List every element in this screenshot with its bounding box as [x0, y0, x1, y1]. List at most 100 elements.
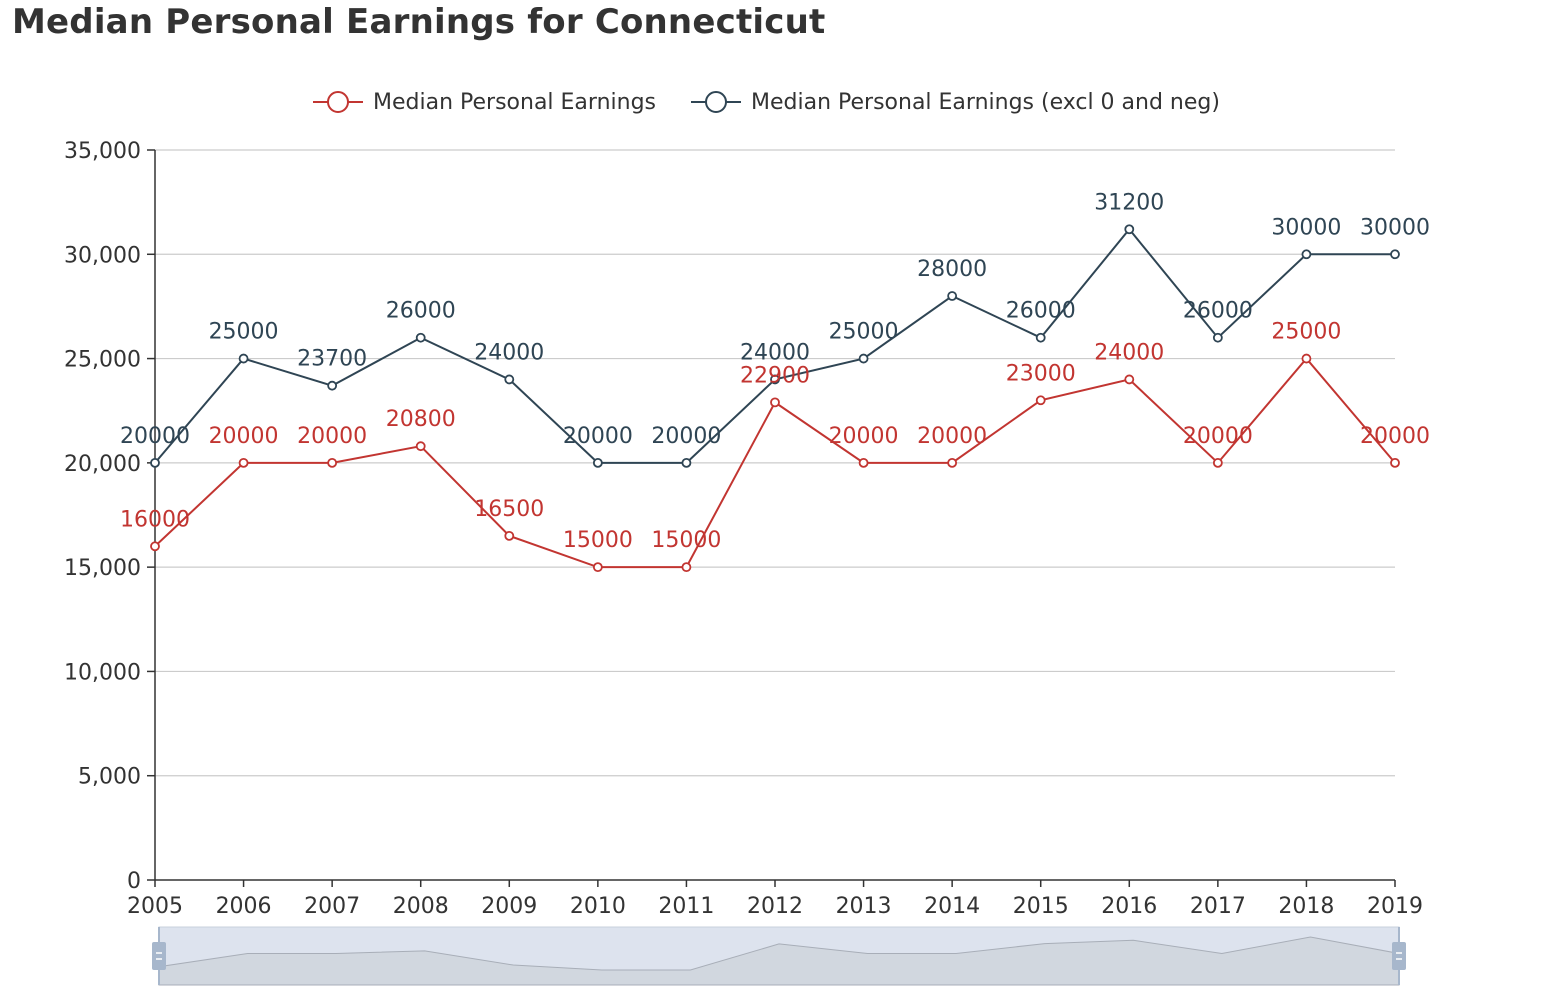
- x-tick-label: 2019: [1367, 894, 1423, 919]
- data-label: 23000: [1006, 361, 1076, 386]
- data-point[interactable]: [415, 332, 426, 343]
- data-label: 20000: [651, 424, 721, 449]
- data-label: 26000: [1006, 299, 1076, 324]
- y-tick-label: 5,000: [78, 765, 141, 790]
- y-tick-label: 15,000: [64, 556, 141, 581]
- data-label: 20000: [1183, 424, 1253, 449]
- data-label: 20000: [209, 424, 279, 449]
- x-tick-label: 2012: [747, 894, 803, 919]
- data-point[interactable]: [415, 441, 426, 452]
- data-point[interactable]: [504, 530, 515, 541]
- data-point[interactable]: [1390, 249, 1400, 260]
- data-label: 20000: [829, 424, 899, 449]
- data-label: 24000: [474, 340, 544, 365]
- legend-item-1[interactable]: Median Personal Earnings: [313, 90, 656, 115]
- x-tick-label: 2010: [570, 894, 626, 919]
- series-layer: [150, 224, 1400, 573]
- data-label: 24000: [740, 340, 810, 365]
- zoom-left-handle[interactable]: [152, 942, 166, 970]
- x-tick-label: 2009: [481, 894, 537, 919]
- x-tick-label: 2017: [1190, 894, 1246, 919]
- data-label: 28000: [917, 257, 987, 282]
- data-point[interactable]: [1035, 395, 1046, 406]
- y-axis: 0 5,000 10,000 15,000 20,000 25,000 30,000 35,0…: [64, 139, 156, 894]
- data-label: 25000: [829, 320, 899, 345]
- x-tick-label: 2018: [1278, 894, 1334, 919]
- data-point[interactable]: [947, 457, 958, 468]
- legend-item-2[interactable]: Median Personal Earnings (excl 0 and neg…: [691, 90, 1220, 115]
- data-label: 31200: [1094, 190, 1164, 215]
- data-label: 22900: [740, 363, 810, 388]
- x-tick-label: 2006: [216, 894, 272, 919]
- data-label: 16500: [474, 497, 544, 522]
- data-label: 25000: [1271, 320, 1341, 345]
- page-title: Median Personal Earnings for Connecticut: [12, 2, 826, 42]
- y-tick-label: 30,000: [64, 243, 141, 268]
- data-point[interactable]: [681, 457, 692, 468]
- data-point[interactable]: [1212, 332, 1223, 343]
- x-axis: 2005 2006 2007 2008 2009 2010 2011 2012 2013 2014…: [127, 879, 1423, 919]
- data-point[interactable]: [592, 562, 603, 573]
- data-label: 26000: [386, 299, 456, 324]
- data-point[interactable]: [592, 457, 603, 468]
- y-tick-label: 20,000: [64, 452, 141, 477]
- x-tick-label: 2008: [393, 894, 449, 919]
- x-tick-label: 2015: [1013, 894, 1069, 919]
- data-point[interactable]: [770, 374, 780, 385]
- data-label: 20000: [563, 424, 633, 449]
- data-point[interactable]: [1035, 332, 1046, 343]
- y-tick-label: 10,000: [64, 660, 141, 685]
- data-label: 26000: [1183, 299, 1253, 324]
- data-point[interactable]: [327, 457, 338, 468]
- data-point[interactable]: [1301, 353, 1312, 364]
- data-point[interactable]: [327, 380, 338, 391]
- data-label: 30000: [1360, 215, 1430, 240]
- data-label: 23700: [297, 347, 367, 372]
- data-point[interactable]: [1390, 457, 1400, 468]
- x-tick-label: 2007: [304, 894, 360, 919]
- data-point[interactable]: [858, 457, 869, 468]
- data-point[interactable]: [681, 562, 692, 573]
- data-zoom-slider[interactable]: [152, 926, 1406, 986]
- legend: Median Personal Earnings Median Personal …: [313, 90, 1220, 115]
- data-label: 30000: [1271, 215, 1341, 240]
- legend-symbol: [705, 91, 727, 113]
- handle-grip: [1392, 942, 1406, 970]
- grid-lines: [155, 149, 1395, 777]
- data-point[interactable]: [1124, 224, 1135, 235]
- data-point[interactable]: [947, 291, 958, 301]
- y-tick-label: 0: [127, 869, 141, 894]
- x-tick-label: 2016: [1101, 894, 1157, 919]
- legend-label: Median Personal Earnings: [373, 90, 656, 115]
- y-tick-label: 35,000: [64, 139, 141, 164]
- data-label: 15000: [563, 528, 633, 553]
- data-point[interactable]: [1301, 249, 1312, 260]
- data-label: 25000: [209, 320, 279, 345]
- x-tick-label: 2011: [658, 894, 714, 919]
- data-point[interactable]: [1124, 374, 1135, 385]
- data-point[interactable]: [504, 374, 515, 385]
- zoom-right-handle[interactable]: [1392, 942, 1406, 970]
- data-label: 20000: [120, 424, 190, 449]
- x-tick-label: 2014: [924, 894, 980, 919]
- data-point[interactable]: [238, 353, 249, 364]
- x-tick-label: 2013: [836, 894, 892, 919]
- data-label: 24000: [1094, 340, 1164, 365]
- data-label: 20000: [297, 424, 367, 449]
- data-label: 20000: [1360, 424, 1430, 449]
- data-point[interactable]: [770, 397, 780, 408]
- y-tick-label: 25,000: [64, 348, 141, 373]
- legend-symbol: [327, 91, 349, 113]
- zoom-preview-area: [158, 936, 1400, 986]
- legend-label: Median Personal Earnings (excl 0 and neg…: [751, 90, 1220, 115]
- data-label: 20000: [917, 424, 987, 449]
- data-label: 20800: [386, 407, 456, 432]
- data-label: 15000: [651, 528, 721, 553]
- data-point[interactable]: [858, 353, 869, 364]
- data-point[interactable]: [238, 457, 249, 468]
- data-point[interactable]: [150, 541, 160, 552]
- data-point[interactable]: [150, 457, 160, 468]
- data-point[interactable]: [1212, 457, 1223, 468]
- data-label: 16000: [120, 507, 190, 532]
